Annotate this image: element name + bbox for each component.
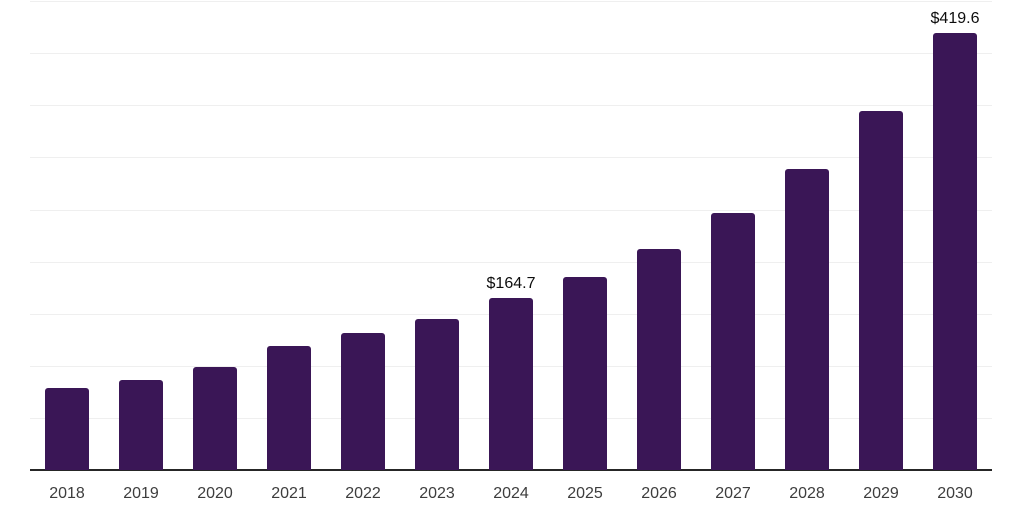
value-label-2030: $419.6 xyxy=(930,9,980,27)
bar-2021 xyxy=(267,345,311,470)
x-axis-label-2025: 2025 xyxy=(567,485,603,502)
bar-2028 xyxy=(785,169,829,470)
x-axis-label-2023: 2023 xyxy=(419,485,455,502)
bar-2026 xyxy=(637,248,681,470)
bar-2024 xyxy=(489,298,533,470)
x-axis-label-2026: 2026 xyxy=(641,485,677,502)
x-axis-label-2024: 2024 xyxy=(493,485,529,502)
x-axis-label-2030: 2030 xyxy=(937,485,973,502)
x-axis-label-2029: 2029 xyxy=(863,485,899,502)
gridline-350 xyxy=(30,105,992,107)
gridline-250 xyxy=(30,209,992,211)
x-axis-label-2022: 2022 xyxy=(345,485,381,502)
gridline-450 xyxy=(30,1,992,3)
bar-2019 xyxy=(119,379,163,470)
x-axis-label-2021: 2021 xyxy=(271,485,307,502)
x-axis-label-2027: 2027 xyxy=(715,485,751,502)
x-axis-label-2019: 2019 xyxy=(123,485,159,502)
bar-2027 xyxy=(711,213,755,470)
gridline-400 xyxy=(30,53,992,55)
bar-2018 xyxy=(45,387,89,470)
bar-2020 xyxy=(193,366,237,470)
bar-2022 xyxy=(341,333,385,470)
bar-2025 xyxy=(563,276,607,470)
bar-2030 xyxy=(933,32,977,470)
bar-2029 xyxy=(859,111,903,470)
x-axis-line xyxy=(30,469,992,471)
value-label-2024: $164.7 xyxy=(486,275,536,293)
gridline-200 xyxy=(30,261,992,263)
gridline-300 xyxy=(30,157,992,159)
bar-2023 xyxy=(415,318,459,470)
x-axis-label-2028: 2028 xyxy=(789,485,825,502)
x-axis-label-2018: 2018 xyxy=(49,485,85,502)
x-axis-label-2020: 2020 xyxy=(197,485,233,502)
